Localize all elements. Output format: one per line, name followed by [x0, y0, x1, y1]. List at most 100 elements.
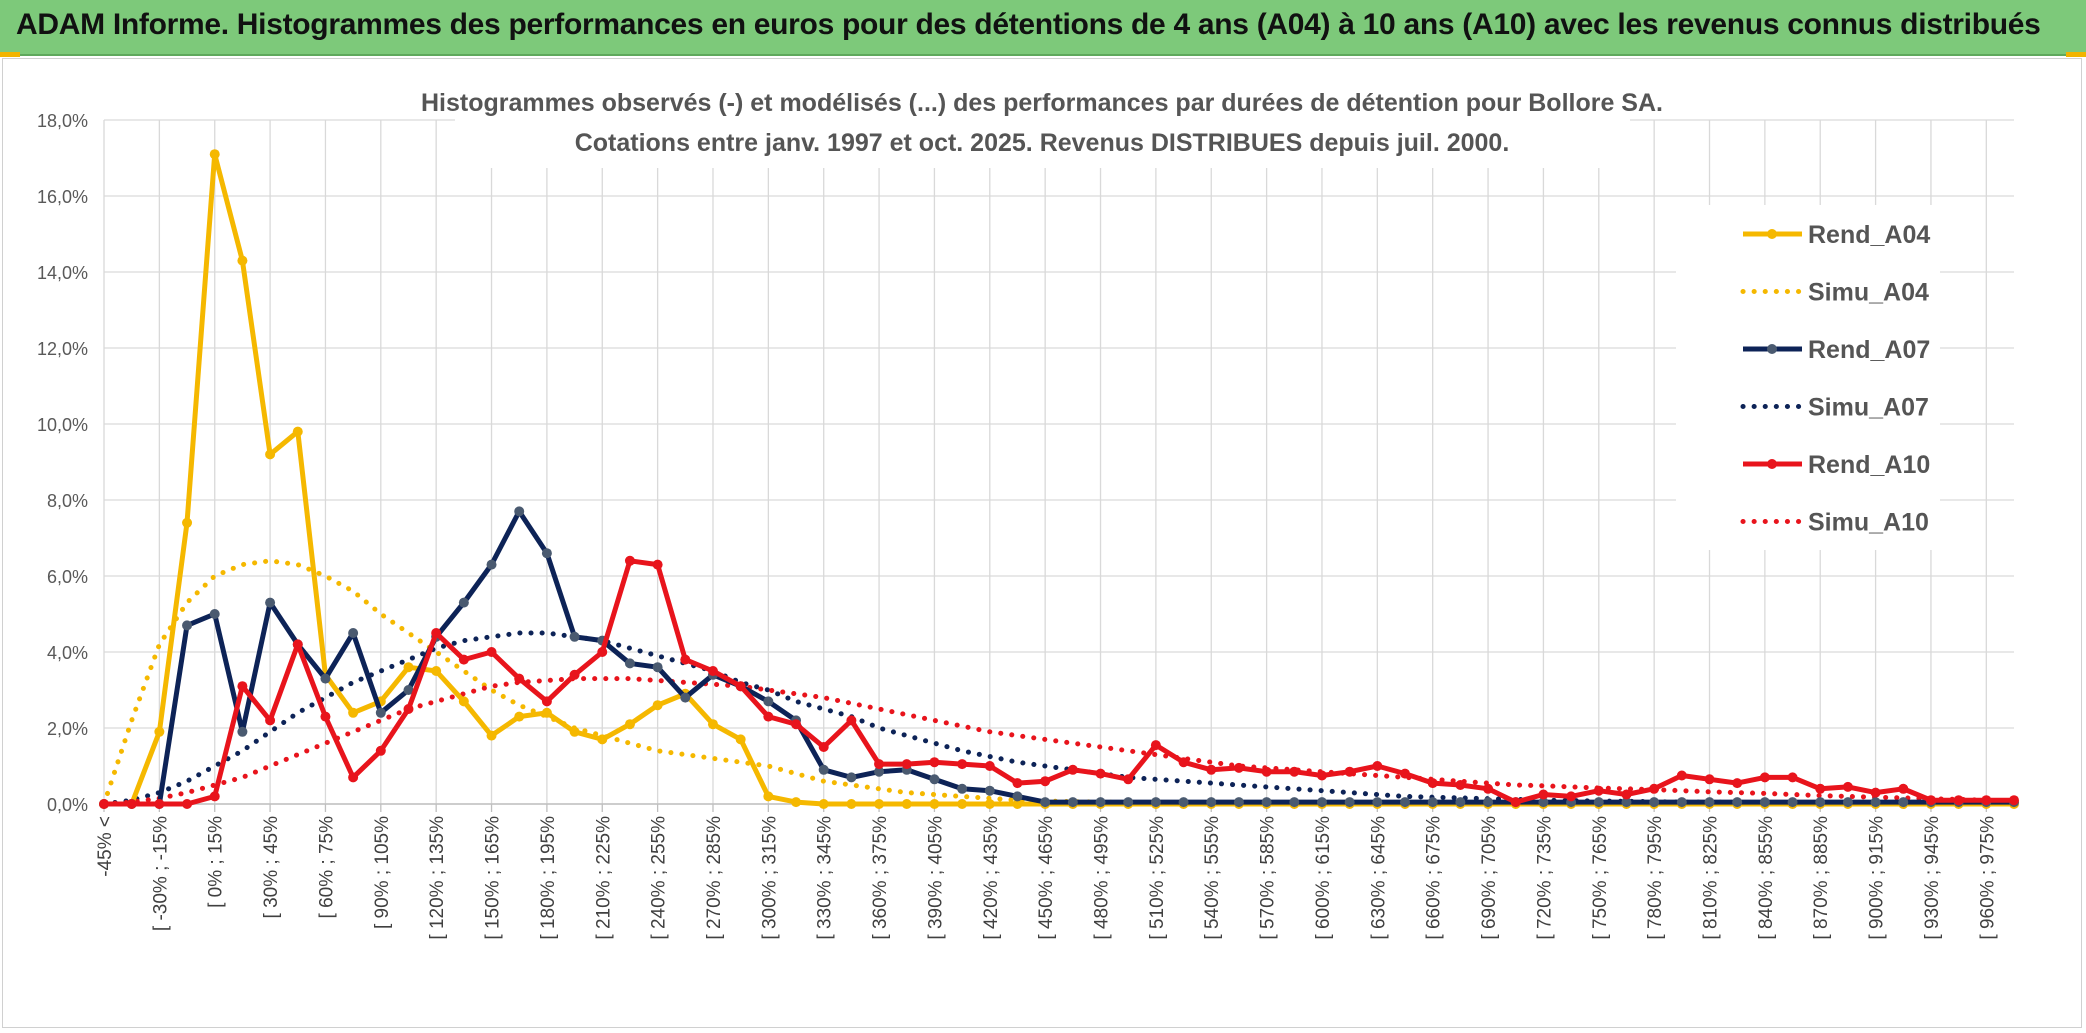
- data-point-Rend_A07: [1898, 797, 1909, 808]
- data-point-Rend_A10: [126, 799, 137, 809]
- data-point-Rend_A04: [652, 700, 663, 711]
- data-point-Rend_A07: [1123, 797, 1134, 808]
- data-point-Rend_A07: [569, 631, 580, 642]
- data-point-Rend_A10: [1206, 764, 1217, 775]
- data-point-Rend_A10: [846, 715, 857, 726]
- y-tick-label: 6,0%: [47, 567, 88, 587]
- data-point-Rend_A07: [209, 609, 220, 619]
- data-point-Rend_A04: [265, 449, 276, 460]
- data-point-Rend_A10: [1593, 785, 1604, 796]
- data-point-Rend_A10: [209, 791, 220, 802]
- data-point-Rend_A04: [874, 799, 885, 809]
- data-point-Rend_A07: [458, 597, 469, 608]
- data-point-Rend_A10: [597, 647, 608, 657]
- data-point-Rend_A10: [1953, 795, 1964, 806]
- x-tick-label: [ -30% ; -15%: [150, 816, 171, 931]
- data-point-Rend_A10: [265, 715, 276, 726]
- data-point-Rend_A10: [984, 761, 995, 771]
- data-point-Rend_A10: [1372, 761, 1383, 771]
- x-tick-label: [ 30% ; 45%: [261, 816, 282, 919]
- data-point-Rend_A10: [154, 799, 165, 809]
- data-point-Rend_A10: [1400, 768, 1411, 779]
- x-tick-label: [ 960% ; 975%: [1977, 816, 1998, 940]
- data-point-Rend_A07: [957, 783, 968, 794]
- y-tick-label: 16,0%: [37, 187, 88, 207]
- data-point-Rend_A04: [154, 726, 165, 737]
- report-title: ADAM Informe. Histogrammes des performan…: [16, 8, 2041, 41]
- data-point-Rend_A07: [514, 506, 525, 517]
- corner-mark-left: [0, 52, 20, 57]
- series-line-Rend_A07: [104, 508, 2014, 807]
- data-point-Rend_A10: [1787, 772, 1798, 783]
- data-point-Rend_A10: [929, 757, 940, 768]
- x-tick-label: [ 780% ; 795%: [1645, 816, 1666, 940]
- data-point-Rend_A10: [652, 559, 663, 570]
- data-point-Rend_A07: [1012, 791, 1023, 802]
- legend-label-Simu_A04: Simu_A04: [1808, 279, 1929, 307]
- data-point-Rend_A07: [984, 785, 995, 796]
- x-tick-label: [ 510% ; 525%: [1147, 816, 1168, 940]
- data-point-Rend_A07: [403, 685, 414, 695]
- data-point-Rend_A07: [763, 696, 774, 707]
- legend-label-Rend_A04: Rend_A04: [1808, 221, 1930, 249]
- x-tick-label: -45% <: [95, 816, 116, 877]
- y-tick-label: 14,0%: [37, 263, 88, 283]
- x-tick-label: [ 360% ; 375%: [870, 816, 891, 940]
- x-tick-label: [ 210% ; 225%: [593, 816, 614, 940]
- x-tick-label: [ 660% ; 675%: [1424, 816, 1445, 940]
- data-point-Rend_A10: [541, 696, 552, 707]
- data-point-Rend_A10: [1621, 789, 1632, 800]
- data-point-Rend_A10: [818, 742, 829, 752]
- x-tick-label: [ 450% ; 465%: [1036, 816, 1057, 940]
- data-point-Rend_A10: [680, 654, 691, 665]
- legend-label-Rend_A10: Rend_A10: [1808, 451, 1930, 479]
- x-tick-label: [ 570% ; 585%: [1258, 816, 1279, 940]
- data-point-Rend_A10: [1455, 780, 1466, 790]
- data-point-Rend_A10: [1676, 770, 1687, 781]
- data-point-Rend_A10: [1233, 762, 1244, 773]
- x-tick-label: [ 540% ; 555%: [1202, 816, 1223, 940]
- data-point-Rend_A10: [514, 673, 525, 684]
- data-point-Rend_A10: [431, 628, 442, 638]
- data-point-Rend_A04: [901, 799, 912, 809]
- data-point-Rend_A07: [1150, 797, 1161, 808]
- x-tick-label: [ 750% ; 765%: [1590, 816, 1611, 940]
- data-point-Rend_A10: [1316, 770, 1327, 781]
- data-point-Rend_A07: [1206, 797, 1217, 808]
- data-point-Rend_A10: [1150, 740, 1161, 751]
- data-point-Rend_A10: [403, 704, 414, 714]
- data-point-Rend_A04: [182, 517, 193, 528]
- data-point-Rend_A04: [569, 726, 580, 737]
- data-point-Rend_A07: [1316, 797, 1327, 808]
- x-axis-ticks: -45% < [ -30% ; -15% [ 0% ; 15% [ 30% ; 45%…: [95, 816, 1998, 940]
- data-point-Rend_A07: [1732, 797, 1743, 808]
- data-point-Rend_A10: [1649, 783, 1660, 794]
- data-point-Rend_A10: [1732, 778, 1743, 789]
- data-point-Rend_A10: [1566, 791, 1577, 802]
- legend-label-Simu_A10: Simu_A10: [1808, 509, 1929, 537]
- x-tick-label: [ 180% ; 195%: [538, 816, 559, 940]
- x-tick-label: [ 270% ; 285%: [704, 816, 725, 940]
- data-point-Rend_A04: [707, 719, 718, 730]
- data-point-Rend_A10: [1178, 757, 1189, 768]
- legend-marker-Rend_A07: [1767, 344, 1777, 354]
- y-tick-label: 12,0%: [37, 339, 88, 359]
- data-point-Rend_A10: [1759, 772, 1770, 783]
- data-point-Rend_A07: [1704, 797, 1715, 808]
- y-tick-label: 4,0%: [47, 643, 88, 663]
- data-point-Rend_A07: [1067, 797, 1078, 808]
- data-point-Rend_A10: [1870, 787, 1881, 798]
- x-tick-label: [ 90% ; 105%: [372, 816, 393, 929]
- x-tick-label: [ 240% ; 255%: [649, 816, 670, 940]
- x-tick-label: [ 150% ; 165%: [483, 816, 504, 940]
- data-point-Rend_A07: [1344, 797, 1355, 808]
- data-point-Rend_A07: [1455, 797, 1466, 808]
- data-point-Rend_A10: [375, 745, 386, 756]
- x-tick-label: [ 120% ; 135%: [427, 816, 448, 940]
- data-point-Rend_A07: [1676, 797, 1687, 808]
- data-point-Rend_A07: [1870, 797, 1881, 808]
- data-point-Rend_A10: [1123, 774, 1134, 785]
- x-tick-label: [ 480% ; 495%: [1092, 816, 1113, 940]
- data-point-Rend_A07: [624, 658, 635, 669]
- data-point-Rend_A04: [431, 666, 442, 676]
